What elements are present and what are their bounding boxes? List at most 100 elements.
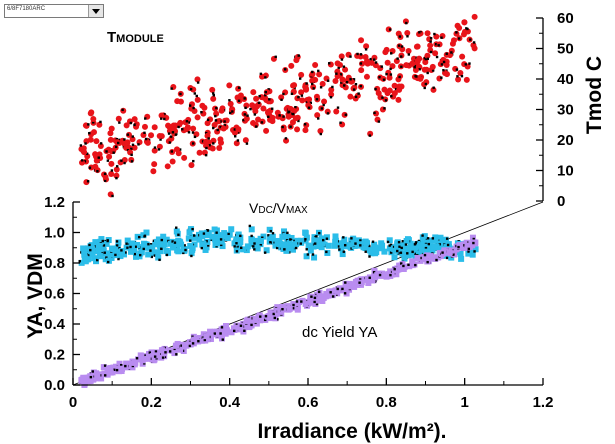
overlay-point	[354, 95, 358, 98]
overlay-point	[295, 300, 299, 303]
data-point	[342, 66, 349, 73]
x-tick-label: 0.8	[376, 394, 397, 411]
data-point	[220, 324, 227, 331]
data-point	[81, 248, 88, 255]
data-point	[210, 95, 217, 102]
yield-annotation: dc Yield YA	[302, 324, 377, 341]
overlay-point	[311, 82, 314, 86]
data-point	[458, 255, 465, 262]
overlay-point	[306, 253, 310, 256]
y-right-tick-label: 0	[557, 193, 565, 210]
overlay-point	[149, 243, 153, 246]
overlay-point	[149, 249, 152, 252]
data-point	[338, 245, 345, 252]
overlay-point	[289, 125, 292, 128]
chevron-down-icon[interactable]	[88, 5, 103, 17]
overlay-point	[188, 104, 192, 107]
overlay-point	[399, 251, 403, 254]
overlay-point	[127, 243, 131, 246]
overlay-point	[445, 52, 448, 55]
overlay-point	[396, 57, 399, 60]
overlay-point	[236, 131, 240, 134]
overlay-point	[398, 35, 402, 38]
overlay-point	[431, 69, 435, 72]
data-point	[405, 47, 412, 54]
data-point	[187, 242, 194, 249]
data-point	[107, 136, 114, 143]
overlay-point	[413, 66, 416, 69]
y-left-tick-label: 0.6	[44, 286, 65, 303]
overlay-point	[131, 143, 135, 146]
overlay-point	[467, 250, 470, 253]
data-point	[115, 115, 122, 122]
x-tick-label: 0.4	[219, 394, 241, 411]
overlay-point	[468, 62, 471, 65]
overlay-point	[417, 239, 421, 243]
overlay-point	[305, 82, 308, 85]
overlay-point	[349, 78, 352, 81]
overlay-point	[389, 67, 392, 71]
y-left-tick-label: 0.2	[44, 347, 65, 364]
data-point	[213, 240, 220, 247]
data-point	[231, 240, 238, 247]
overlay-point	[119, 363, 123, 367]
overlay-point	[133, 123, 136, 127]
overlay-point	[103, 251, 106, 254]
data-point	[358, 67, 365, 74]
overlay-point	[424, 246, 428, 250]
data-point	[159, 239, 166, 246]
data-point	[276, 241, 283, 248]
data-point	[218, 107, 225, 114]
data-point	[160, 233, 167, 240]
overlay-point	[88, 131, 91, 135]
overlay-point	[163, 113, 166, 116]
overlay-point	[181, 128, 184, 131]
overlay-point	[174, 133, 178, 136]
data-point	[150, 168, 157, 175]
data-point	[303, 253, 310, 260]
data-point	[463, 76, 470, 83]
overlay-point	[135, 357, 139, 360]
overlay-point	[313, 242, 317, 245]
data-point	[173, 342, 180, 349]
overlay-point	[406, 252, 409, 255]
data-point	[269, 233, 276, 240]
overlay-point	[105, 150, 108, 153]
data-point	[218, 331, 225, 338]
overlay-point	[126, 246, 129, 249]
overlay-point	[118, 138, 121, 142]
overlay-point	[169, 135, 173, 138]
overlay-point	[442, 68, 445, 72]
overlay-point	[393, 267, 396, 271]
overlay-point	[169, 350, 172, 353]
overlay-point	[207, 137, 210, 140]
series-tmodule	[78, 13, 478, 198]
source-selector[interactable]: 6/8F7180ARC	[4, 4, 104, 18]
data-point	[127, 248, 134, 255]
overlay-point	[290, 92, 294, 96]
overlay-point	[472, 241, 475, 245]
data-point	[372, 274, 379, 281]
overlay-point	[339, 121, 342, 124]
overlay-point	[374, 61, 378, 64]
data-point	[129, 240, 136, 247]
overlay-point	[206, 229, 210, 232]
data-point	[216, 144, 223, 151]
overlay-point	[205, 146, 208, 150]
overlay-point	[257, 101, 261, 105]
overlay-point	[134, 245, 137, 248]
overlay-point	[214, 119, 218, 122]
overlay-point	[192, 159, 195, 163]
data-point	[454, 22, 461, 29]
data-point	[256, 312, 263, 319]
overlay-point	[297, 95, 300, 99]
data-point	[363, 73, 370, 80]
overlay-point	[329, 96, 333, 99]
overlay-point	[311, 253, 315, 256]
overlay-point	[310, 295, 313, 298]
overlay-point	[292, 303, 295, 307]
data-point	[373, 249, 380, 256]
data-point	[85, 245, 92, 252]
y-right-tick-label: 40	[557, 71, 574, 88]
data-point	[108, 251, 115, 258]
